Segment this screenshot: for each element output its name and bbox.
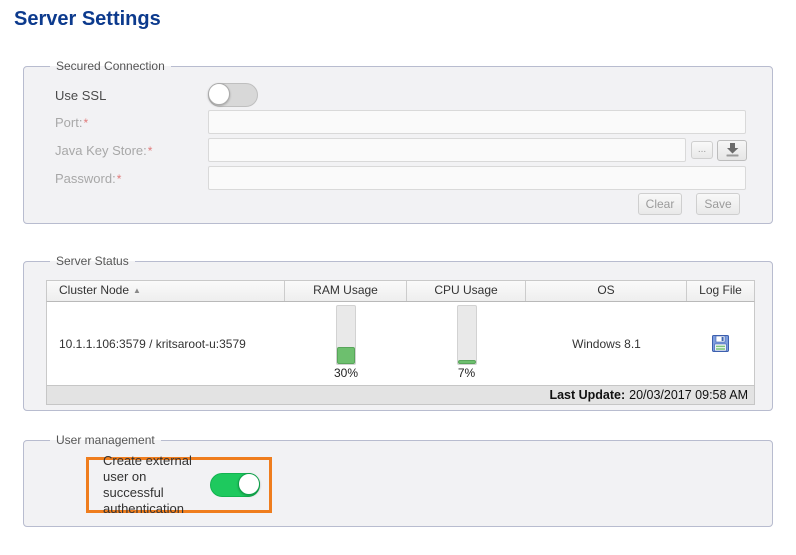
save-button[interactable]: Save	[696, 193, 740, 215]
secured-connection-legend: Secured Connection	[56, 59, 165, 73]
port-row: Port:*	[24, 108, 772, 136]
java-key-store-label: Java Key Store:	[55, 142, 147, 158]
column-header-os[interactable]: OS	[526, 281, 687, 301]
use-ssl-label: Use SSL	[55, 87, 107, 103]
server-status-legend: Server Status	[56, 254, 129, 268]
table-header-row: Cluster Node ▲ RAM Usage CPU Usage OS Log…	[46, 280, 755, 302]
required-marker: *	[116, 171, 122, 186]
page-title: Server Settings	[14, 8, 161, 30]
clear-button[interactable]: Clear	[638, 193, 682, 215]
sort-ascending-icon: ▲	[133, 286, 141, 295]
password-label: Password:	[55, 170, 116, 186]
highlight-annotation-box: Create external user on successful authe…	[86, 453, 272, 516]
os-cell: Windows 8.1	[572, 336, 641, 351]
java-key-store-input[interactable]	[208, 138, 686, 162]
password-row: Password:*	[24, 164, 772, 192]
cpu-usage-bar	[456, 305, 477, 365]
password-input[interactable]	[208, 166, 746, 190]
user-management-section: User management Create external user on …	[23, 433, 773, 527]
java-key-store-row: Java Key Store:* ...	[24, 136, 772, 164]
log-file-save-button[interactable]	[712, 335, 729, 352]
ram-usage-cell: 30%	[285, 302, 407, 385]
cpu-usage-value: 7%	[457, 366, 476, 380]
server-status-table: Cluster Node ▲ RAM Usage CPU Usage OS Log…	[46, 280, 755, 405]
create-external-user-toggle[interactable]	[210, 473, 260, 497]
last-update-bar: Last Update: 20/03/2017 09:58 AM	[46, 385, 755, 405]
column-header-ram-usage[interactable]: RAM Usage	[285, 281, 407, 301]
port-label: Port:	[55, 114, 83, 130]
download-icon	[725, 143, 740, 157]
toggle-knob	[208, 83, 230, 105]
use-ssl-row: Use SSL	[24, 82, 772, 108]
secured-connection-section: Secured Connection Use SSL Port:* Java K…	[23, 59, 773, 224]
column-header-cluster-node[interactable]: Cluster Node ▲	[47, 281, 285, 301]
toggle-knob	[238, 473, 260, 495]
form-actions: Clear Save	[638, 193, 740, 215]
use-ssl-toggle[interactable]	[208, 83, 258, 107]
user-management-legend: User management	[56, 433, 155, 447]
table-row: 10.1.1.106:3579 / kritsaroot-u:3579 30% …	[46, 302, 755, 385]
cpu-usage-cell: 7%	[407, 302, 526, 385]
port-input[interactable]	[208, 110, 746, 134]
required-marker: *	[83, 115, 89, 130]
ram-usage-bar	[336, 305, 356, 365]
create-external-user-label: Create external user on successful authe…	[103, 452, 192, 517]
browse-button[interactable]: ...	[691, 141, 713, 159]
ram-usage-value: 30%	[333, 366, 359, 380]
log-file-cell	[687, 302, 754, 385]
required-marker: *	[147, 143, 153, 158]
floppy-disk-icon	[712, 335, 729, 352]
download-button[interactable]	[717, 139, 747, 161]
last-update-label: Last Update:	[549, 388, 626, 402]
last-update-value: 20/03/2017 09:58 AM	[629, 388, 748, 402]
column-header-log-file[interactable]: Log File	[699, 283, 742, 297]
cluster-node-cell: 10.1.1.106:3579 / kritsaroot-u:3579	[59, 336, 246, 351]
column-header-cpu-usage[interactable]: CPU Usage	[407, 281, 526, 301]
server-status-section: Server Status Cluster Node ▲ RAM Usage CP…	[23, 254, 773, 411]
